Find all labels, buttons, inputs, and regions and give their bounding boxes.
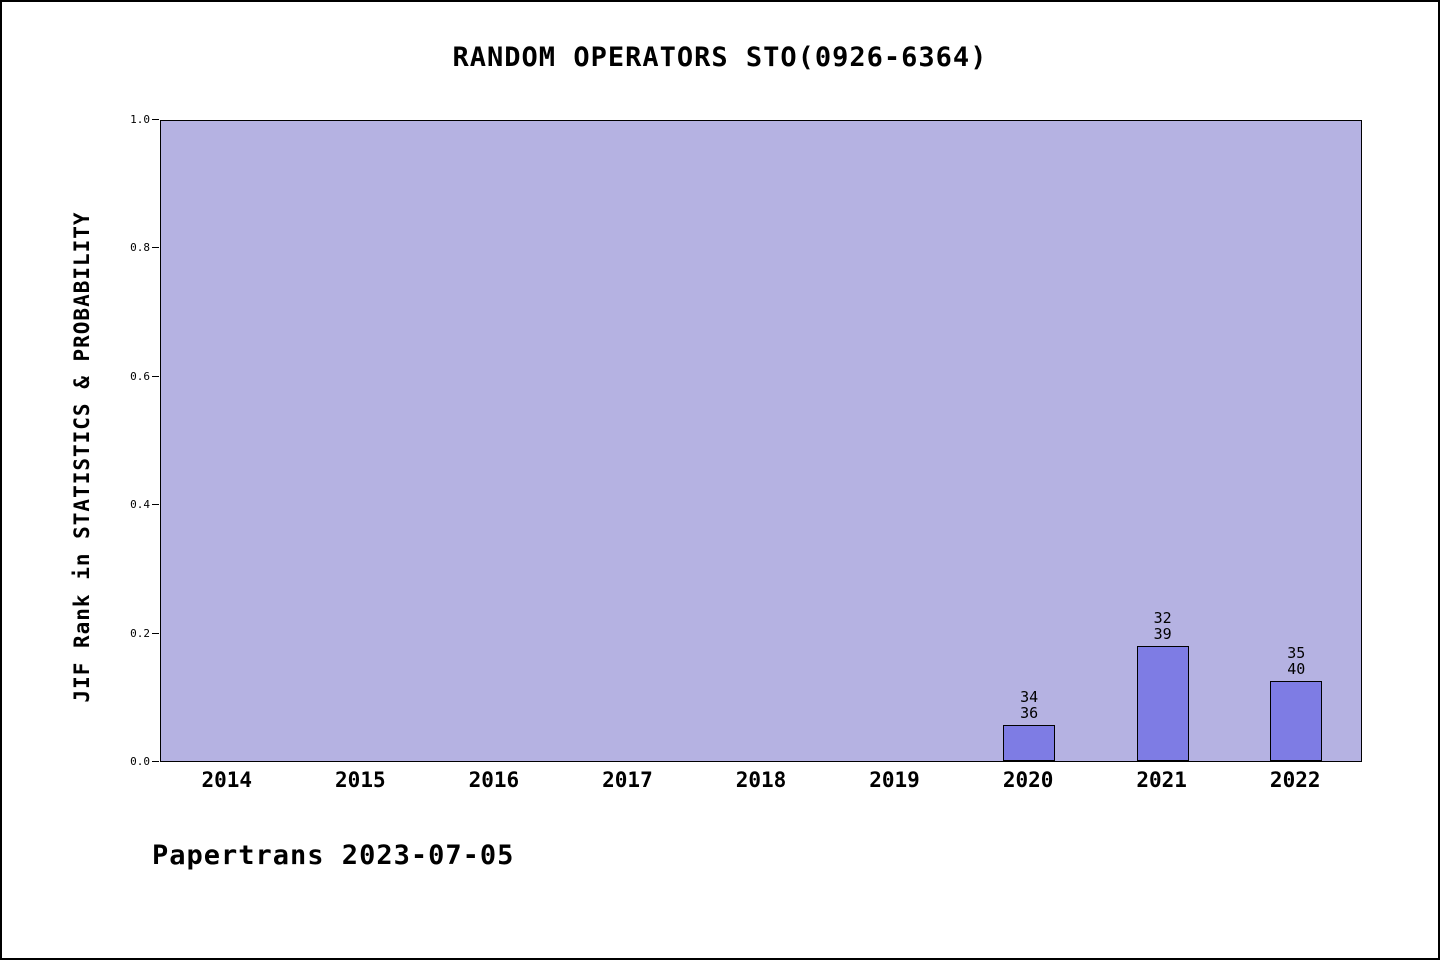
y-tick-mark xyxy=(152,119,159,120)
bar-value-label: 35 40 xyxy=(1287,643,1306,678)
axes-layer: 0.0 0.2 0.4 0.6 0.8 1.0 2014 2015 2016 2017 2018 20… xyxy=(130,114,1362,793)
bar-2022 xyxy=(1270,680,1323,761)
x-tick-label: 2018 xyxy=(735,768,787,792)
y-axis-label: JIF Rank in STATISTICS & PROBABILITY xyxy=(70,211,94,703)
plot-area: 34 36 32 39 35 40 xyxy=(160,120,1362,762)
x-tick-label: 2020 xyxy=(1002,768,1054,792)
x-tick-label: 2015 xyxy=(335,768,386,792)
footer-watermark: Papertrans 2023-07-05 xyxy=(152,840,515,871)
y-tick-mark xyxy=(152,504,159,506)
y-tick-label: 1.0 xyxy=(130,113,150,126)
bar-value-label: 32 39 xyxy=(1153,609,1172,644)
x-tick-label: 2022 xyxy=(1269,768,1321,792)
y-tick-label: 0.4 xyxy=(130,498,150,512)
bar-2021 xyxy=(1136,646,1189,761)
x-tick-label: 2014 xyxy=(201,768,253,792)
x-tick-label: 2021 xyxy=(1136,768,1187,792)
x-tick-label: 2016 xyxy=(468,768,520,792)
chart-title: RANDOM OPERATORS STO(0926-6364) xyxy=(452,42,988,73)
y-tick-mark xyxy=(152,632,159,634)
y-tick-label: 0.8 xyxy=(130,241,150,255)
y-tick-label: 0.6 xyxy=(130,369,150,383)
y-tick-label: 0.0 xyxy=(130,755,150,768)
bar-2020 xyxy=(1003,725,1056,761)
y-tick-mark xyxy=(152,247,159,249)
bar-value-label: 34 36 xyxy=(1020,688,1039,723)
x-tick-label: 2017 xyxy=(602,768,653,792)
y-tick-label: 0.2 xyxy=(130,626,150,640)
x-tick-label: 2019 xyxy=(869,768,920,792)
y-tick-mark xyxy=(152,761,159,762)
y-tick-mark xyxy=(152,375,159,377)
